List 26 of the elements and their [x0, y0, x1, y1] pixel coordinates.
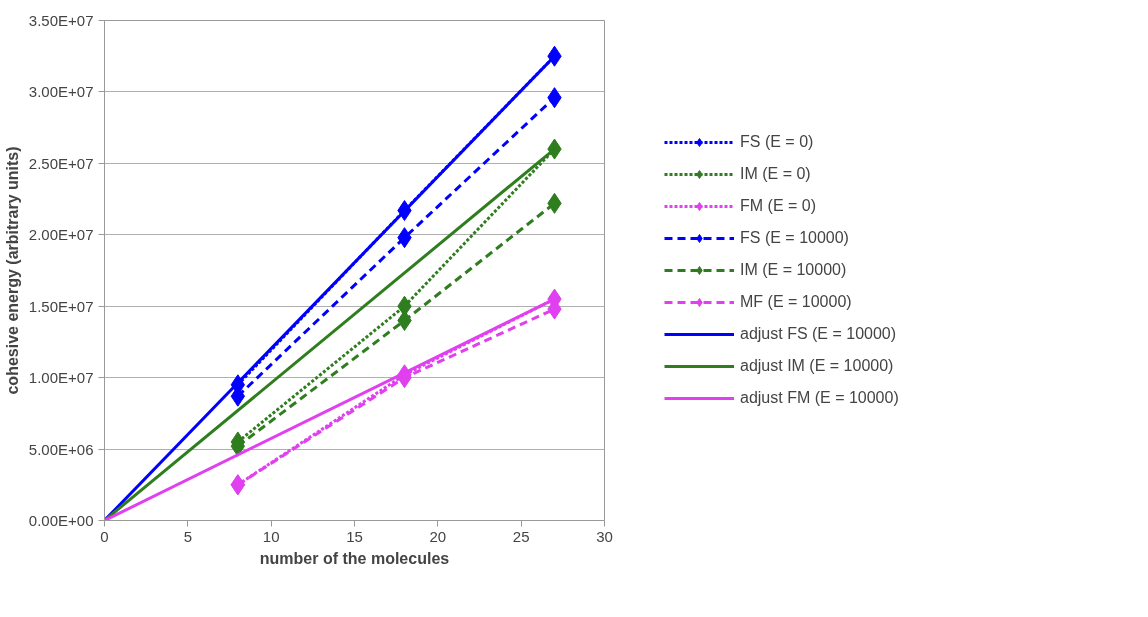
x-axis-title: number of the molecules	[259, 549, 450, 567]
x-tick-label: 0	[100, 527, 109, 545]
y-tick-label: 2.00E+07	[28, 226, 94, 244]
legend-label: adjust FS (E = 10000)	[740, 325, 897, 343]
x-tick-label: 30	[596, 527, 613, 545]
legend-label: IM (E = 10000)	[740, 261, 847, 279]
legend-label: adjust IM (E = 10000)	[740, 357, 894, 375]
legend-label: adjust FM (E = 10000)	[740, 389, 899, 407]
x-tick-label: 15	[346, 527, 363, 545]
legend-label: FM (E = 0)	[740, 197, 817, 215]
x-tick-label: 25	[512, 527, 530, 545]
legend-label: MF (E = 10000)	[740, 293, 852, 311]
legend-label: FS (E = 0)	[740, 133, 814, 151]
y-tick-label: 1.00E+07	[28, 369, 94, 387]
y-tick-label: 5.00E+06	[28, 440, 94, 458]
legend-label: FS (E = 10000)	[740, 229, 849, 247]
legend-label: IM (E = 0)	[740, 165, 811, 183]
y-tick-label: 3.50E+07	[28, 12, 94, 29]
x-tick-label: 20	[429, 527, 447, 545]
y-tick-label: 2.50E+07	[28, 154, 94, 172]
x-tick-label: 5	[183, 527, 193, 545]
y-axis-title: cohesive energy (arbitrary units)	[3, 146, 21, 395]
y-tick-label: 0.00E+00	[28, 512, 94, 529]
y-tick-label: 1.50E+07	[28, 297, 94, 315]
x-tick-label: 10	[262, 527, 280, 545]
y-tick-label: 3.00E+07	[28, 83, 94, 101]
